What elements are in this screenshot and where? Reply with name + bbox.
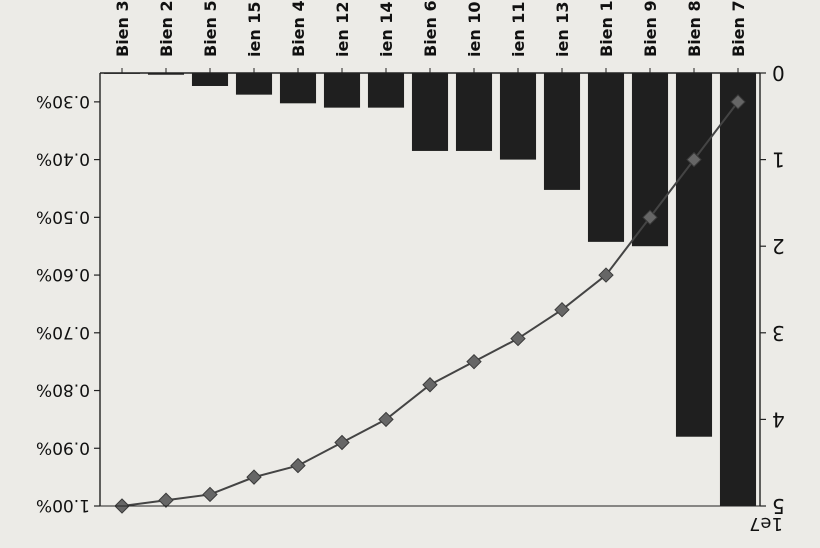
- bar-9: [367, 73, 405, 108]
- bar-14: [147, 73, 185, 75]
- cumulative-line-layer: [114, 94, 746, 514]
- x-tick-label: Bien 1: [597, 0, 616, 57]
- line-marker-8: [422, 377, 438, 393]
- line-marker-3: [642, 209, 658, 226]
- x-tick-label: ien 13: [553, 1, 572, 57]
- x-tick-label: ien 14: [377, 1, 396, 57]
- right-tick-label: 0.60%: [36, 264, 90, 284]
- bar-6: [499, 73, 537, 160]
- line-marker-11: [290, 457, 306, 474]
- left-tick-label: 4: [772, 407, 785, 431]
- x-tick-label: ien 15: [245, 1, 264, 57]
- right-tick-label: 0.80%: [36, 380, 90, 400]
- left-axis-offset-label: 1e7: [749, 513, 783, 534]
- bar-4: [587, 73, 625, 242]
- left-tick-label: 1: [772, 148, 785, 172]
- bar-1: [719, 73, 757, 506]
- left-tick-label: 5: [772, 494, 785, 518]
- x-tick-label: ien 10: [465, 1, 484, 57]
- bar-12: [235, 73, 273, 95]
- left-tick-label: 0: [772, 61, 785, 85]
- bar-2: [675, 73, 713, 437]
- x-tick-label: Bien 8: [685, 0, 704, 57]
- line-marker-13: [202, 486, 218, 503]
- line-marker-5: [554, 301, 570, 318]
- line-marker-2: [686, 151, 702, 168]
- x-tick-label: ien 11: [509, 1, 528, 57]
- right-tick-label: 0.30%: [36, 91, 90, 111]
- line-marker-9: [378, 411, 394, 428]
- x-tick-label: Bien 7: [729, 0, 748, 57]
- x-tick-label: Bien 2: [157, 0, 176, 57]
- x-tick-label: Bien 3: [113, 0, 132, 57]
- bar-11: [279, 73, 317, 104]
- right-tick-label: 1.00%: [36, 495, 90, 515]
- x-tick-label: ien 12: [333, 1, 352, 57]
- right-tick-label: 0.70%: [36, 322, 90, 342]
- line-marker-12: [246, 469, 262, 485]
- line-marker-6: [510, 330, 526, 347]
- left-tick-label: 2: [772, 234, 785, 258]
- bar-13: [191, 73, 229, 86]
- x-tick-label: Bien 5: [201, 0, 220, 57]
- right-tick-label: 0.90%: [36, 437, 90, 457]
- left-tick-label: 3: [772, 321, 785, 345]
- x-tick-label: Bien 6: [421, 0, 440, 57]
- line-marker-10: [334, 434, 350, 451]
- x-tick-label: Bien 9: [641, 0, 660, 57]
- bar-8: [411, 73, 449, 151]
- line-marker-7: [466, 353, 482, 370]
- bar-10: [323, 73, 361, 108]
- line-marker-1: [730, 94, 746, 110]
- bars-layer: [103, 72, 757, 506]
- bar-7: [455, 73, 493, 151]
- right-tick-label: 0.50%: [36, 206, 90, 226]
- bar-5: [543, 73, 581, 190]
- line-marker-14: [158, 492, 174, 508]
- line-marker-4: [598, 267, 614, 283]
- x-tick-label: Bien 4: [289, 0, 308, 57]
- right-tick-label: 0.40%: [36, 149, 90, 169]
